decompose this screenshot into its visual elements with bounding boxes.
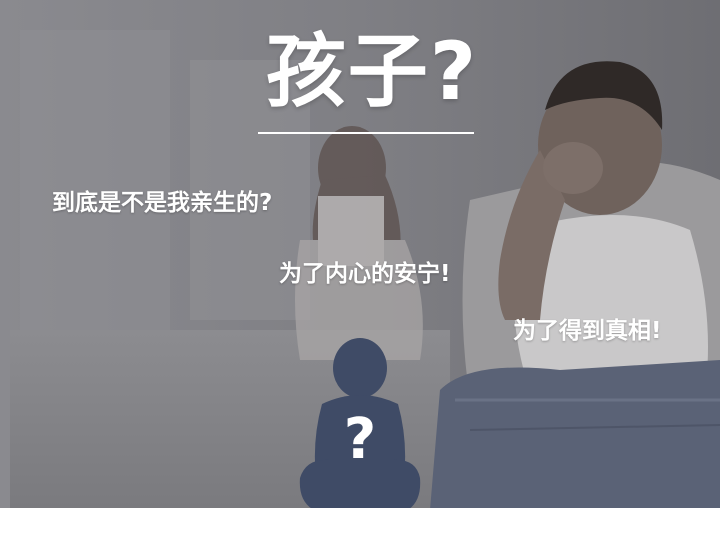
caption-peace-of-mind: 为了内心的安宁! <box>279 261 451 287</box>
bottom-strip <box>0 508 720 538</box>
woman-figure <box>295 126 423 360</box>
window-panel <box>20 30 170 330</box>
window-panel <box>190 60 310 320</box>
caption-question: 到底是不是我亲生的? <box>52 190 273 216</box>
child-silhouette <box>299 338 421 512</box>
headline: 孩子? <box>265 25 479 118</box>
caption-truth: 为了得到真相! <box>513 318 662 344</box>
man-figure <box>430 61 720 510</box>
headline-underline <box>258 132 474 134</box>
question-mark-icon: ? <box>343 407 377 472</box>
